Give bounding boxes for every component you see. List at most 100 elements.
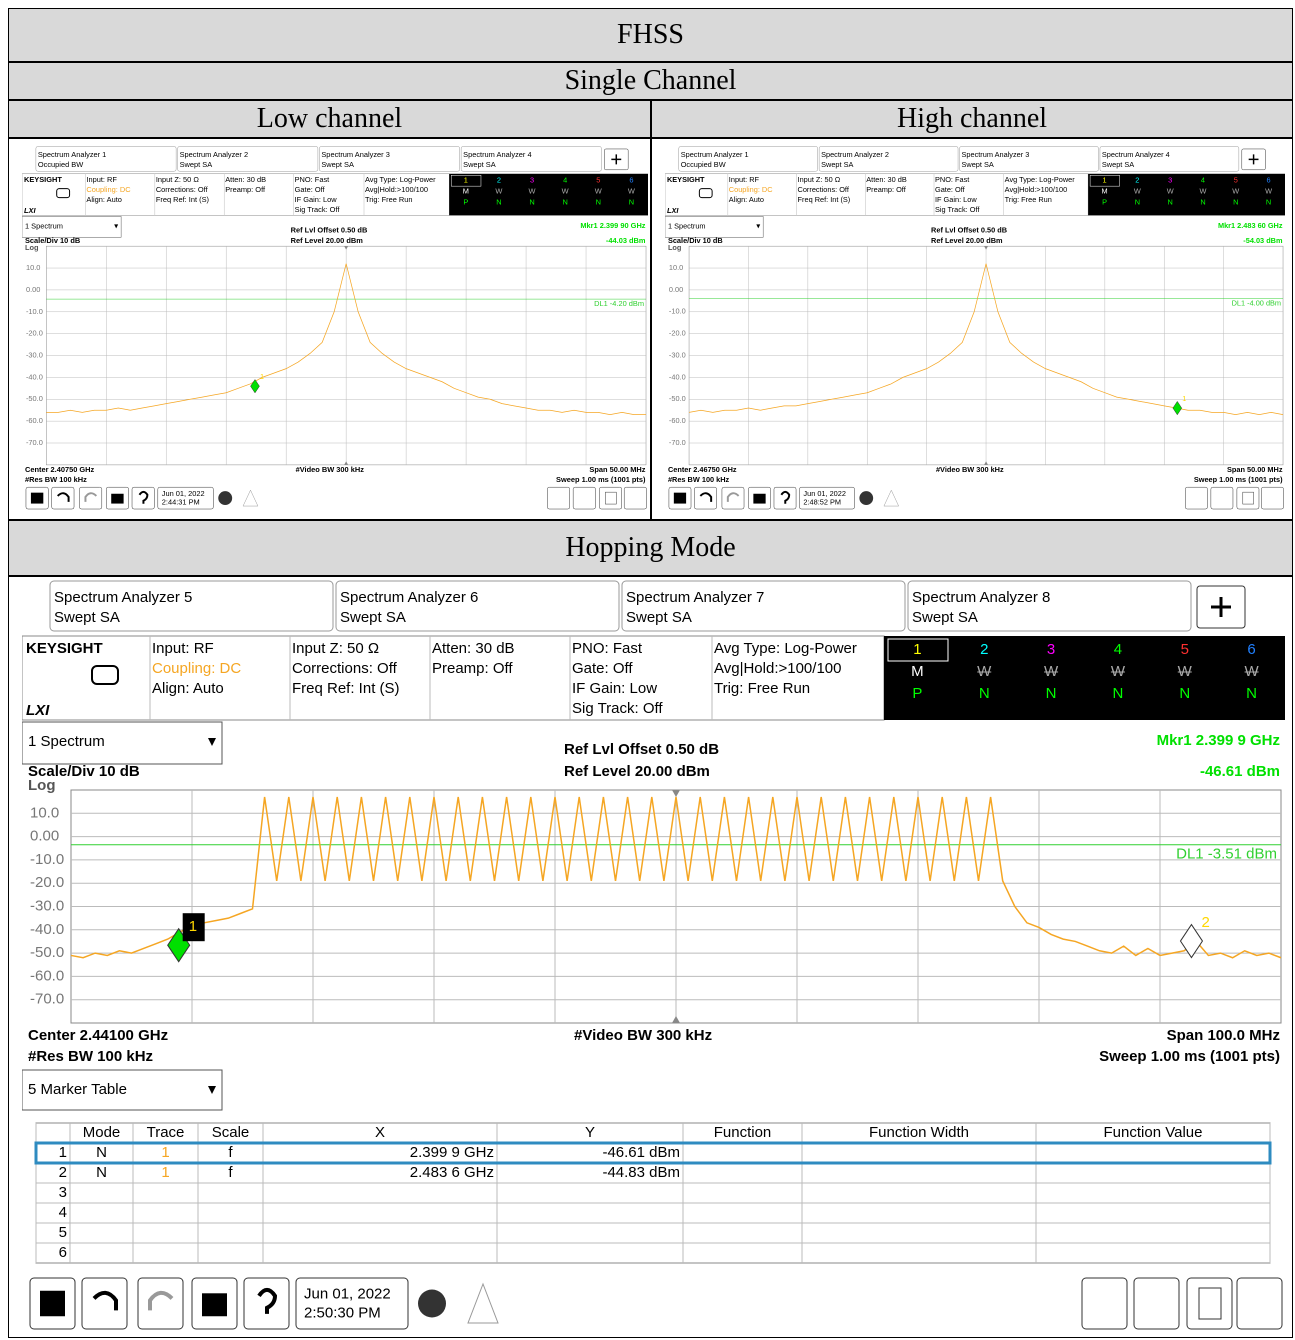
- trace-detector: N: [1233, 197, 1238, 206]
- trace-mode: M: [463, 187, 469, 196]
- trace-number: 2: [1135, 176, 1139, 185]
- undo-icon: [56, 492, 70, 502]
- table-header: Scale: [212, 1124, 250, 1141]
- setting: Gate: Off: [935, 185, 966, 194]
- marker-readout: -44.03 dBm: [606, 236, 646, 245]
- setting: Avg Type: Log-Power: [1005, 175, 1076, 184]
- dropdown-arrow: [208, 738, 216, 746]
- time: 2:50:30 PM: [304, 1305, 381, 1322]
- chat-icon: [418, 1289, 446, 1318]
- y-tick-label: -20.0: [669, 329, 686, 338]
- section-cell: Single Channel: [8, 62, 1293, 100]
- date: Jun 01, 2022: [304, 1285, 391, 1302]
- trace-number: 6: [629, 176, 633, 185]
- info-bar: [22, 173, 450, 216]
- scale-label: Scale/Div 10 dB: [28, 763, 140, 780]
- trace-mode: W: [595, 187, 602, 196]
- setting: Input: RF: [152, 640, 214, 657]
- plus-icon: [1211, 597, 1231, 617]
- scale-label: Scale/Div 10 dB: [668, 236, 723, 245]
- view-label: 1 Spectrum: [28, 733, 105, 750]
- table-cell: 5: [59, 1224, 67, 1241]
- table-dropdown: [22, 1069, 223, 1111]
- log-label: Log: [28, 777, 56, 794]
- title-cell: FHSS: [8, 8, 1293, 62]
- marker: [250, 379, 260, 394]
- table-header: Function Width: [869, 1124, 969, 1141]
- setting: IF Gain: Low: [935, 195, 977, 204]
- trace-detector: N: [496, 197, 501, 206]
- trace-selected: [887, 638, 949, 662]
- tab-subtitle: Swept SA: [54, 609, 120, 626]
- toolbar-button: [623, 486, 647, 510]
- scale-label: Scale/Div 10 dB: [25, 236, 81, 245]
- grid-icon: [1242, 491, 1254, 505]
- setting: PNO: Fast: [572, 640, 643, 657]
- y-tick-label: -30.0: [669, 350, 686, 359]
- help-icon: [138, 490, 149, 504]
- tab-subtitle: Swept SA: [340, 609, 406, 626]
- setting: Avg|Hold:>100/100: [365, 185, 428, 194]
- trace-number: 1: [1103, 176, 1107, 185]
- trace-detector: P: [463, 197, 468, 206]
- setting: Align: Auto: [152, 680, 224, 697]
- trace: [688, 263, 1284, 415]
- undo-icon: [699, 492, 713, 502]
- setting: Freq Ref: Int (S): [798, 195, 851, 204]
- redo-icon: [148, 1290, 174, 1311]
- toolbar-button: [721, 486, 745, 510]
- trace-number: 3: [530, 176, 534, 185]
- trace-number: 4: [563, 176, 567, 185]
- toolbar-button: [131, 486, 155, 510]
- table-title: 5 Marker Table: [28, 1081, 127, 1098]
- trace-mode: W: [1167, 187, 1174, 196]
- trace-detector: P: [912, 685, 922, 702]
- setting: Avg Type: Log-Power: [365, 175, 436, 184]
- table-cell: 1: [59, 1144, 67, 1161]
- view-dropdown: [665, 216, 764, 238]
- time: 2:44:31 PM: [162, 497, 200, 506]
- table-cell: f: [228, 1144, 233, 1161]
- date: Jun 01, 2022: [803, 489, 846, 498]
- y-tick-label: -20.0: [30, 874, 64, 891]
- tab-subtitle: Swept SA: [821, 160, 853, 169]
- trace-panel: [449, 173, 648, 216]
- trace-detector: P: [1102, 197, 1107, 206]
- tab: [959, 146, 1099, 172]
- table-cell: -46.61 dBm: [602, 1144, 680, 1161]
- alert-icon: [883, 489, 900, 507]
- tab-title: Spectrum Analyzer 7: [626, 589, 764, 606]
- dropdown-arrow: [756, 224, 761, 229]
- y-tick-label: -60.0: [26, 416, 43, 425]
- marker-readout: -46.61 dBm: [1200, 763, 1280, 780]
- tab-title: Spectrum Analyzer 5: [54, 589, 192, 606]
- windows-icon: [30, 492, 44, 504]
- grid-icon: [1198, 1287, 1222, 1320]
- y-tick-label: 0.00: [669, 285, 683, 294]
- center-label: Center 2.46750 GHz: [668, 465, 737, 474]
- setting: Sig Track: Off: [295, 205, 341, 214]
- table-cell: N: [96, 1144, 107, 1161]
- res-bw: #Res BW 100 kHz: [668, 475, 730, 484]
- toolbar-button: [1186, 1277, 1233, 1330]
- trace-detector: N: [529, 197, 534, 206]
- image-cell: [8, 576, 1293, 1338]
- trace-mode: W: [1265, 187, 1272, 196]
- y-tick-label: -40.0: [30, 921, 64, 938]
- tab: [621, 580, 906, 632]
- view-label: 1 Spectrum: [25, 221, 63, 230]
- y-tick-label: -70.0: [30, 991, 64, 1008]
- trace-detector: N: [1246, 685, 1257, 702]
- trace: [46, 263, 647, 415]
- trace-number: 4: [1114, 641, 1122, 658]
- trace-number: 3: [1168, 176, 1172, 185]
- center-marker: [984, 461, 989, 465]
- setting: Preamp: Off: [225, 185, 266, 194]
- trace-detector: N: [596, 197, 601, 206]
- setting: Input Z: 50 Ω: [798, 175, 841, 184]
- setting: Corrections: Off: [798, 185, 850, 194]
- table: [35, 1122, 1271, 1264]
- trace-detector: N: [1200, 197, 1205, 206]
- tab-subtitle: Occupied BW: [38, 160, 83, 169]
